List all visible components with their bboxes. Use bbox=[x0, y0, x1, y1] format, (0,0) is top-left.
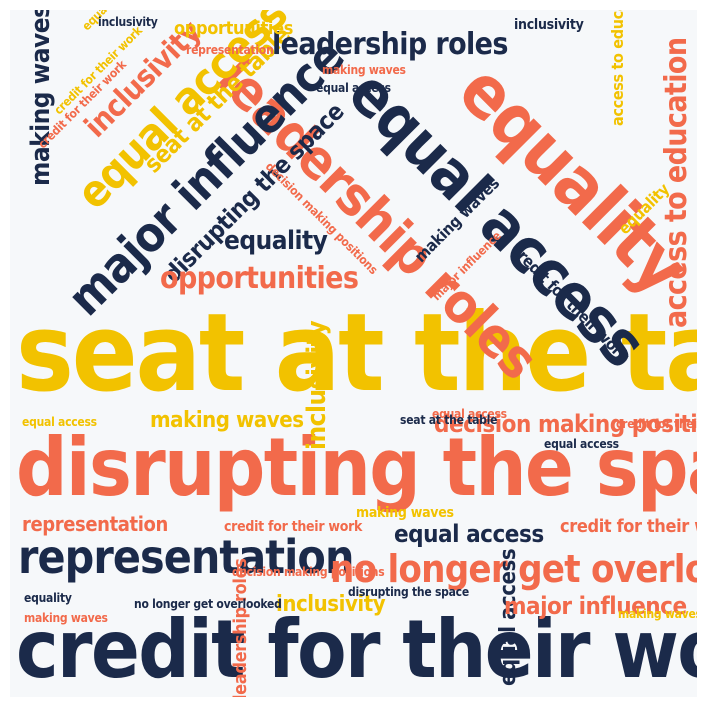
word-seat-at-the-table-3: seat at the table bbox=[400, 413, 498, 427]
word-representation: representation bbox=[18, 530, 354, 584]
word-inclusivity-2: inclusivity bbox=[302, 320, 332, 450]
word-equal-access-5: equal access bbox=[316, 81, 391, 95]
word-equal-access-4: equal access bbox=[394, 520, 544, 548]
word-equal-access-6: equal access bbox=[432, 407, 507, 421]
word-no-longer-get-overlooked-2: no longer get overlooked bbox=[134, 597, 282, 611]
word-decision-making-positions: decision making positions bbox=[434, 410, 697, 438]
word-making-waves-3: making waves bbox=[322, 63, 406, 77]
word-leadership-roles-3: leadership roles bbox=[230, 558, 251, 697]
word-equal-access-8: equal access bbox=[22, 415, 97, 429]
word-seat-at-the-table: seat at the table bbox=[16, 291, 697, 416]
word-representation-3: representation bbox=[186, 43, 274, 57]
word-making-waves: making waves bbox=[26, 10, 56, 186]
word-making-waves-4: making waves bbox=[24, 611, 108, 625]
word-making-waves-5: making waves bbox=[356, 505, 454, 521]
word-credit-for-their-work-2: credit for their work bbox=[560, 516, 697, 537]
word-disrupting-the-space-3: disrupting the space bbox=[348, 585, 469, 599]
word-credit-for-their-work-4: credit for their work bbox=[224, 519, 363, 535]
word-equal-access-7: equal access bbox=[544, 437, 619, 451]
word-inclusivity-5: inclusivity bbox=[514, 17, 584, 33]
word-leadership-roles-2: leadership roles bbox=[272, 27, 508, 62]
word-equality-2: equality bbox=[224, 226, 328, 256]
word-cloud: seat at the table disrupting the space c… bbox=[10, 10, 697, 697]
word-opportunities-2: opportunities bbox=[174, 18, 294, 39]
word-decision-making-positions-3: decision making positions bbox=[232, 565, 385, 579]
word-no-longer-get-overlooked: no longer get overlooked bbox=[330, 547, 697, 591]
word-inclusivity-3: inclusivity bbox=[276, 592, 386, 617]
word-inclusivity-4: inclusivity bbox=[98, 15, 158, 29]
word-credit-for-their-work-7: credit for their work bbox=[616, 417, 697, 431]
word-access-to-education-2: access to education bbox=[608, 10, 627, 126]
word-major-influence-2: major influence bbox=[504, 592, 687, 620]
word-access-to-education: access to education bbox=[659, 37, 694, 328]
word-credit-for-their-work: credit for their work bbox=[16, 603, 697, 696]
word-opportunities: opportunities bbox=[160, 261, 359, 296]
word-disrupting-the-space: disrupting the space bbox=[16, 421, 697, 514]
word-making-waves-7: making waves bbox=[618, 607, 697, 621]
word-making-waves-2: making waves bbox=[150, 408, 304, 433]
word-representation-2: representation bbox=[22, 512, 168, 536]
word-equality-4: equality bbox=[24, 591, 72, 605]
